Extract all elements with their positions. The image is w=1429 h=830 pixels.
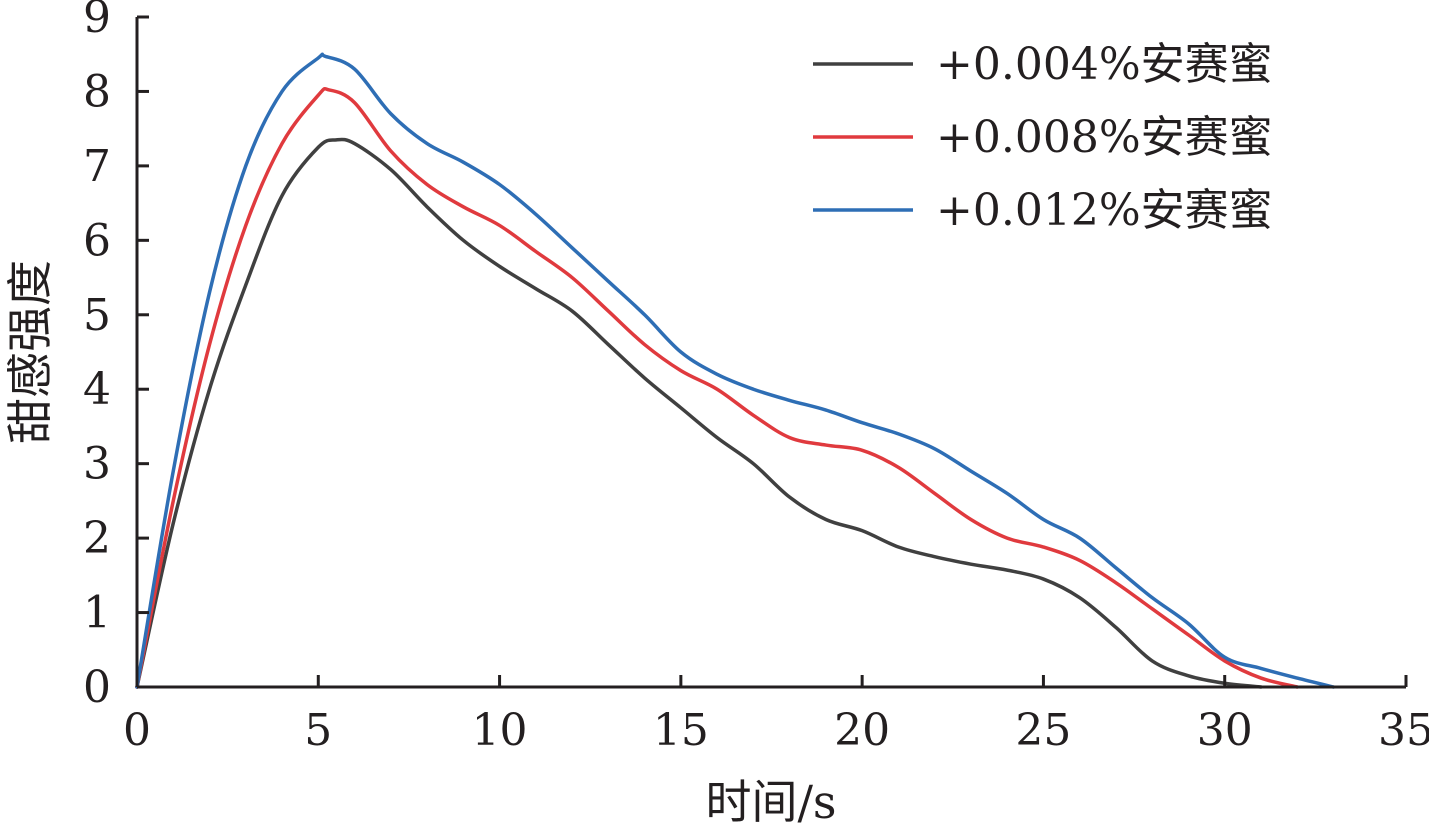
x-tick-label: 35: [1378, 705, 1429, 756]
y-tick-label: 4: [83, 364, 111, 415]
legend-label-1: +0.004%安赛蜜: [936, 39, 1273, 90]
series-line-1: [135, 137, 1263, 689]
series-line-3: [135, 52, 1336, 689]
y-axis-title: 甜感强度: [3, 260, 57, 444]
x-axis-title: 时间/s: [705, 775, 836, 829]
x-tick-label: 5: [304, 705, 332, 756]
legend-label-2: +0.008%安赛蜜: [936, 112, 1273, 163]
x-tick-label: 15: [653, 705, 709, 756]
y-tick-label: 7: [83, 141, 111, 192]
x-tick-label: 30: [1197, 705, 1253, 756]
y-tick-label: 3: [83, 439, 111, 490]
legend-label-3: +0.012%安赛蜜: [936, 185, 1273, 236]
x-tick-label: 10: [472, 705, 528, 756]
y-tick-label: 1: [83, 588, 111, 639]
x-tick-label: 25: [1015, 705, 1071, 756]
y-tick-label: 5: [83, 290, 111, 341]
y-tick-label: 6: [83, 215, 111, 266]
series-line-2: [135, 86, 1299, 689]
x-tick-label: 20: [834, 705, 890, 756]
x-tick-label: 0: [123, 705, 151, 756]
y-tick-label: 2: [83, 513, 111, 564]
y-tick-label: 0: [83, 662, 111, 713]
y-tick-label: 8: [83, 66, 111, 117]
y-tick-label: 9: [83, 0, 111, 43]
